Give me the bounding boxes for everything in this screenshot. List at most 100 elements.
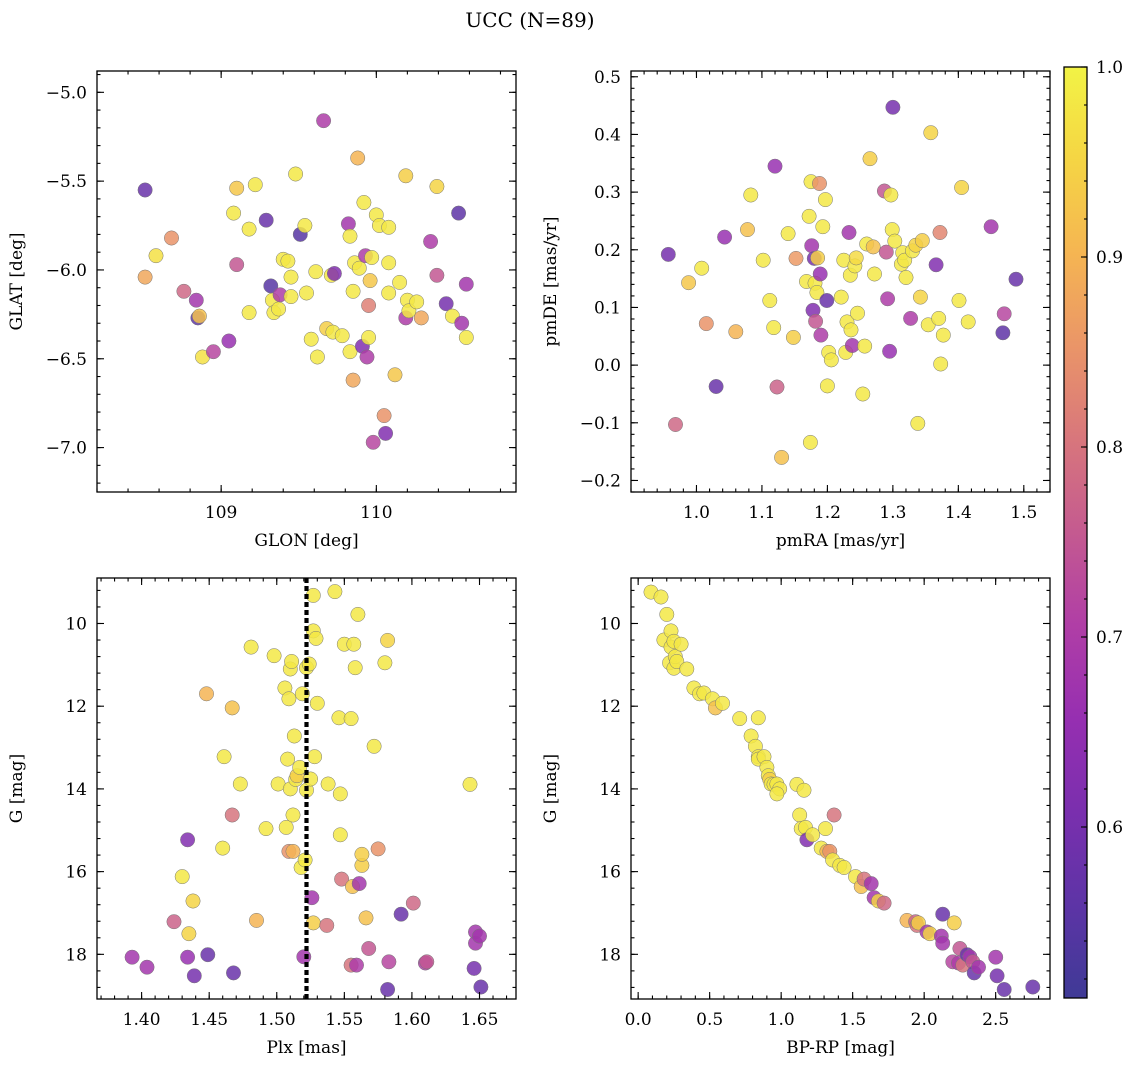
scatter-point xyxy=(728,324,744,340)
scatter-point xyxy=(392,274,408,290)
scatter-point xyxy=(802,434,818,450)
scatter-point xyxy=(808,313,824,329)
scatter-point xyxy=(878,244,894,260)
colorbar-gradient xyxy=(1064,67,1087,998)
scatter-point xyxy=(278,819,294,835)
scatter-point xyxy=(458,330,474,345)
scatter-point xyxy=(862,151,878,167)
scatter-point xyxy=(299,285,314,301)
y-tick-label: 12 xyxy=(65,697,87,717)
scatter-point xyxy=(365,434,381,450)
scatter-point xyxy=(466,960,482,976)
x-tick-label: 1.3 xyxy=(879,503,906,523)
scatter-point xyxy=(229,257,245,273)
scatter-point xyxy=(405,895,421,911)
scatter-point xyxy=(876,895,892,911)
scatter-point xyxy=(935,327,951,343)
scatter-point xyxy=(659,606,675,622)
scatter-point xyxy=(148,248,164,264)
scatter-point xyxy=(932,225,948,240)
scatter-point xyxy=(319,917,335,933)
scatter-point xyxy=(164,230,179,246)
scatter-point xyxy=(785,329,801,345)
scatter-point xyxy=(224,700,240,716)
x-tick-label: 109 xyxy=(205,503,237,523)
scatter-point xyxy=(241,221,257,237)
y-tick-label: −5.5 xyxy=(46,172,87,192)
scatter-point xyxy=(266,648,282,664)
scatter-point xyxy=(393,906,409,922)
x-tick-label: 2.5 xyxy=(982,1010,1009,1030)
scatter-point xyxy=(180,949,196,965)
x-tick-label: 110 xyxy=(360,503,392,523)
scatter-point xyxy=(833,289,849,305)
figure-title: UCC (N=89) xyxy=(465,8,594,32)
scatter-point xyxy=(429,179,445,194)
scatter-point xyxy=(850,305,865,321)
scatter-point xyxy=(226,965,241,981)
scatter-point xyxy=(935,935,951,951)
scatter-point xyxy=(419,954,435,970)
scatter-point xyxy=(361,330,377,345)
scatter-point xyxy=(454,315,470,331)
scatter-point xyxy=(378,425,394,441)
scatter-point xyxy=(366,738,382,754)
scatter-point xyxy=(843,322,859,338)
y-tick-label: 0.1 xyxy=(594,298,621,318)
scatter-point xyxy=(347,660,363,676)
scatter-point xyxy=(836,860,852,875)
scatter-point xyxy=(780,226,796,242)
scatter-point xyxy=(409,294,425,310)
x-tick-label: 1.2 xyxy=(814,503,841,523)
scatter-point xyxy=(308,630,324,646)
axes-frame xyxy=(96,70,517,493)
scatter-point xyxy=(996,306,1012,322)
scatter-point xyxy=(819,378,835,394)
scatter-point xyxy=(381,219,397,235)
scatter-point xyxy=(928,257,944,273)
colorbar: 0.6 0.7 0.8 0.9 1.0 xyxy=(1063,58,1123,999)
scatter-point xyxy=(857,338,873,354)
scatter-point xyxy=(258,821,274,837)
scatter-point xyxy=(935,906,951,922)
scatter-point xyxy=(796,782,812,798)
scatter-point xyxy=(349,957,364,973)
scatter-point xyxy=(286,728,302,744)
y-axis-label: GLAT [deg] xyxy=(7,232,27,330)
colorbar-tick-label: 0.7 xyxy=(1096,628,1123,648)
scatter-point xyxy=(284,654,300,669)
scatter-point xyxy=(818,821,833,837)
scatter-point xyxy=(995,325,1011,341)
scatter-point xyxy=(176,283,192,299)
scatter-point xyxy=(215,840,231,856)
scatter-point xyxy=(946,915,962,931)
scatter-point xyxy=(376,408,392,424)
scatter-point xyxy=(205,344,221,360)
x-tick-label: 1.40 xyxy=(123,1010,161,1030)
scatter-point xyxy=(181,926,197,942)
scatter-point xyxy=(823,352,839,368)
scatter-point xyxy=(381,255,397,271)
y-tick-label: 18 xyxy=(599,945,621,965)
scatter-point xyxy=(224,807,240,823)
scatter-point xyxy=(350,150,366,166)
scatter-point xyxy=(332,827,348,843)
scatter-point xyxy=(174,869,190,885)
scatter-points xyxy=(137,113,474,450)
scatter-point xyxy=(346,636,362,652)
y-axis-label: pmDE [mas/yr] xyxy=(541,216,561,346)
x-tick-label: 1.65 xyxy=(461,1010,499,1030)
scatter-point xyxy=(826,807,842,823)
scatter-point xyxy=(933,356,949,372)
y-tick-label: 18 xyxy=(65,945,87,965)
scatter-points xyxy=(643,584,1041,997)
x-tick-label: 0.0 xyxy=(625,1010,652,1030)
scatter-point xyxy=(316,113,332,129)
scatter-point xyxy=(668,417,683,432)
scatter-point xyxy=(350,606,366,622)
scatter-point xyxy=(960,314,976,330)
scatter-point xyxy=(750,710,766,726)
x-axis-label: GLON [deg] xyxy=(254,531,358,551)
y-tick-label: −7.0 xyxy=(46,439,87,459)
scatter-point xyxy=(863,876,879,892)
